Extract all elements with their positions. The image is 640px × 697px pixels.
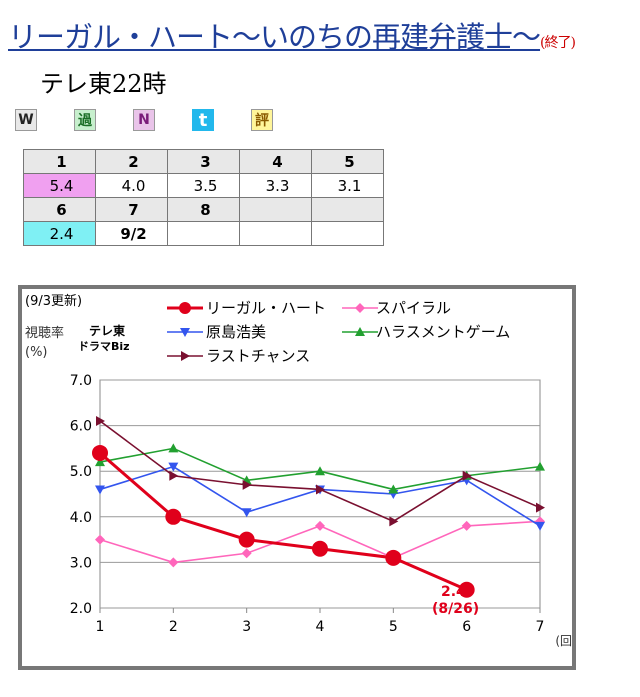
w-icon[interactable]: W [15,109,37,131]
x-tick-label: 7 [536,619,545,635]
x-axis-label: (回) [555,634,572,648]
series-line-1 [99,451,468,592]
table-row: 1 2 3 4 5 [23,149,384,174]
episode-cell: 8 [167,197,240,222]
data-point [388,484,399,494]
data-point [95,457,105,467]
rating-cell [167,221,240,246]
y-tick-label: 2.0 [70,601,92,617]
annotation-value: 2.4 [441,584,466,600]
x-tick-label: 1 [96,619,105,635]
data-point [315,520,325,531]
episode-cell [311,197,384,222]
data-point [168,557,179,568]
episode-cell: 5 [311,149,384,174]
title-text[interactable]: リーガル・ハート〜いのちの再建弁護士〜 [8,20,541,54]
episode-cell: 4 [239,149,312,174]
data-point [168,443,179,453]
data-point [355,303,365,313]
table-row: 6 7 8 [23,197,384,222]
channel-label: ドラマBiz [78,340,130,353]
data-point [312,540,328,557]
rating-cell: 9/2 [95,221,168,246]
y-tick-label: 3.0 [70,555,92,571]
data-point [181,351,190,361]
rating-cell: 4.0 [95,173,168,198]
data-point [389,516,399,527]
y-tick-label: 7.0 [70,373,92,389]
legend-label: ハラスメントゲーム [376,323,510,341]
data-point [461,520,472,531]
kako-icon[interactable]: 過 [74,109,96,131]
data-point [462,470,472,481]
data-point [169,470,179,481]
data-point [165,508,182,525]
data-point [385,549,402,566]
update-note: (9/3更新) [25,293,82,309]
data-point [92,444,108,461]
data-point [355,327,365,336]
episode-cell [239,197,312,222]
broadcast-slot: テレ東22時 [40,70,167,98]
annotation-date: (8/26) [432,601,479,617]
x-tick-label: 2 [169,619,178,635]
y-tick-label: 4.0 [70,510,92,526]
hyo-icon[interactable]: 評 [251,109,273,131]
episode-cell: 1 [23,149,96,174]
episode-cell: 6 [23,197,96,222]
data-point [315,466,325,476]
y-tick-label: 6.0 [70,419,92,435]
rating-cell: 3.5 [167,173,240,198]
y-axis-label: 視聴率 [25,325,64,341]
rating-cell: 5.4 [23,173,96,198]
table-row: 5.4 4.0 3.5 3.3 3.1 [23,173,384,198]
page-title[interactable]: リーガル・ハート〜いのちの再建弁護士〜(終了) [8,14,576,56]
rating-cell: 3.1 [311,173,384,198]
data-point [316,484,325,495]
episode-cell: 2 [95,149,168,174]
data-point [535,521,545,531]
rating-cell: 2.4 [23,221,96,246]
data-point [241,548,252,559]
data-point [241,508,252,518]
channel-label: テレ東 [89,323,125,338]
legend-label: 原島浩美 [206,323,266,341]
data-point [168,462,179,472]
y-axis-unit: (%) [25,345,48,360]
data-point [242,479,252,490]
data-point [180,328,190,337]
x-tick-label: 4 [316,619,325,635]
rating-cell [311,221,384,246]
legend-label: スパイラル [376,299,451,317]
episode-cell: 7 [95,197,168,222]
data-point [95,534,105,545]
data-point [535,461,545,471]
link-icons: W 過 N t 評 [15,109,310,131]
rating-cell [239,221,312,246]
ended-badge: (終了) [540,35,576,51]
x-tick-label: 6 [462,619,471,635]
legend-label: リーガル・ハート [206,299,326,317]
table-row: 2.4 9/2 [23,221,384,246]
rating-cell: 3.3 [239,173,312,198]
data-point [238,531,255,548]
ratings-chart: (9/3更新) 視聴率 (%) テレ東ドラマBiz 2.0 3.0 4.0 5.0 6.0 7.0… [18,285,577,670]
data-point [179,302,191,314]
data-point [96,416,105,427]
n-icon[interactable]: N [133,109,155,131]
x-tick-label: 3 [242,619,251,635]
ratings-table: 1 2 3 4 5 5.4 4.0 3.5 3.3 3.1 6 7 8 2.4 … [23,149,384,246]
legend-label: ラストチャンス [206,347,310,365]
twitter-icon[interactable]: t [192,109,214,131]
data-point [536,502,545,513]
data-point [458,581,475,598]
x-tick-label: 5 [389,619,398,635]
y-tick-label: 5.0 [70,464,92,480]
data-point [95,485,105,495]
episode-cell: 3 [167,149,240,174]
